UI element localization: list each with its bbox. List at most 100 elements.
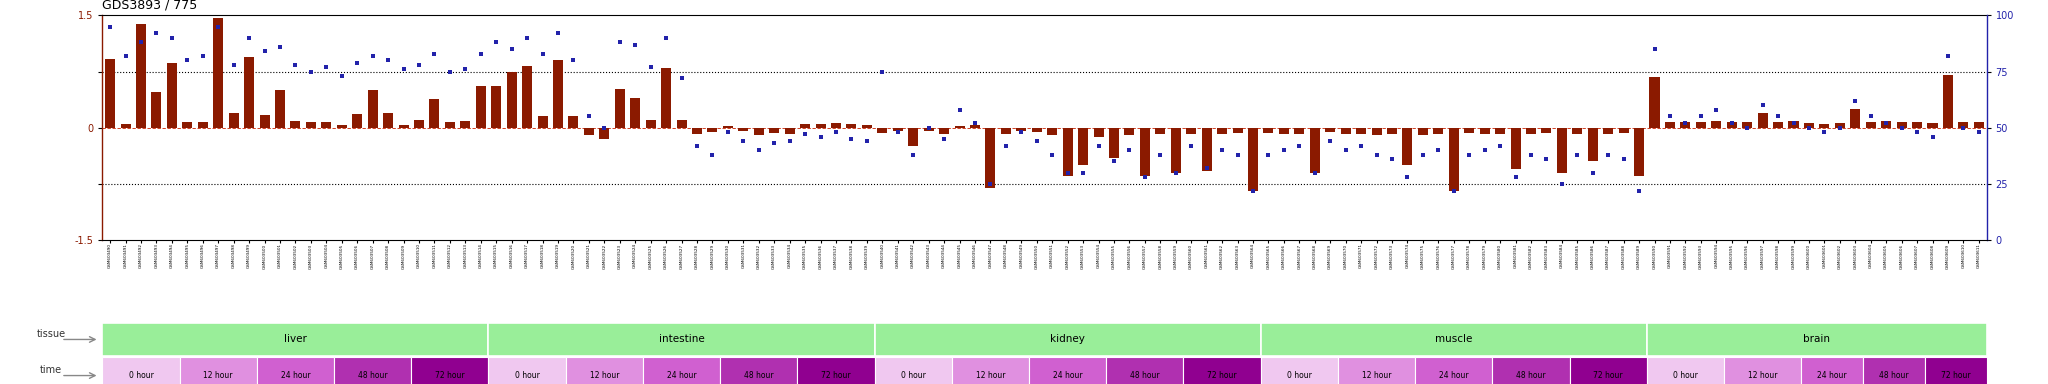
Bar — [676, 120, 686, 127]
Point — [1128, 174, 1161, 180]
Bar — [643, 357, 721, 384]
Bar — [645, 120, 655, 127]
Text: liver: liver — [285, 334, 307, 344]
Point — [1468, 147, 1501, 153]
Bar — [737, 127, 748, 131]
Bar — [600, 127, 610, 139]
Text: 72 hour: 72 hour — [1593, 371, 1622, 380]
Point — [1098, 158, 1130, 164]
Point — [356, 53, 389, 59]
Point — [526, 50, 559, 56]
Bar — [874, 357, 952, 384]
Text: 24 hour: 24 hour — [281, 371, 309, 380]
Point — [279, 62, 311, 68]
Point — [373, 57, 406, 63]
Point — [635, 64, 668, 70]
Point — [1346, 142, 1378, 149]
Bar — [1171, 127, 1182, 173]
Bar — [522, 66, 532, 127]
Point — [510, 35, 543, 41]
Bar — [1311, 127, 1319, 173]
Bar — [971, 125, 981, 127]
Point — [805, 134, 838, 140]
Bar — [1124, 127, 1135, 135]
Point — [1917, 134, 1950, 140]
Bar — [924, 127, 934, 131]
Point — [1452, 152, 1485, 158]
Bar — [383, 113, 393, 127]
Point — [1622, 187, 1655, 194]
Bar — [1743, 122, 1753, 127]
Bar — [815, 124, 825, 127]
Bar — [1434, 127, 1444, 134]
Point — [170, 57, 203, 63]
Point — [1839, 98, 1872, 104]
Bar — [1896, 122, 1907, 127]
Bar — [461, 121, 471, 127]
Point — [680, 142, 713, 149]
Point — [418, 50, 451, 56]
Bar — [1294, 127, 1305, 134]
Text: 24 hour: 24 hour — [1817, 371, 1847, 380]
Point — [1438, 187, 1470, 194]
Point — [975, 181, 1008, 187]
Bar — [1493, 357, 1569, 384]
Text: 72 hour: 72 hour — [1206, 371, 1237, 380]
Point — [1823, 124, 1855, 131]
Bar — [199, 122, 207, 127]
Text: 0 hour: 0 hour — [129, 371, 154, 380]
Point — [1761, 113, 1794, 119]
Point — [203, 23, 236, 30]
Point — [758, 140, 791, 146]
Bar — [489, 357, 565, 384]
Point — [881, 129, 913, 135]
Bar — [801, 124, 811, 127]
Point — [1360, 152, 1393, 158]
Point — [1931, 53, 1964, 59]
Point — [741, 147, 774, 153]
Point — [1870, 120, 1903, 126]
Bar — [1618, 127, 1628, 133]
Bar — [256, 357, 334, 384]
Point — [340, 60, 373, 66]
Bar — [952, 357, 1028, 384]
Bar — [1974, 122, 1985, 127]
Bar — [954, 126, 965, 127]
Point — [727, 138, 760, 144]
Point — [850, 138, 883, 144]
Bar — [180, 357, 256, 384]
Bar — [784, 127, 795, 134]
Point — [1608, 156, 1640, 162]
Bar — [1325, 127, 1335, 132]
Point — [866, 68, 899, 74]
Point — [1716, 120, 1749, 126]
Text: 0 hour: 0 hour — [901, 371, 926, 380]
Point — [1237, 187, 1270, 194]
Point — [1221, 152, 1253, 158]
Bar — [1386, 127, 1397, 134]
Bar — [1882, 121, 1890, 127]
Point — [1886, 124, 1919, 131]
Point — [465, 50, 498, 56]
Bar — [569, 116, 578, 127]
Point — [186, 53, 219, 59]
Point — [1315, 138, 1348, 144]
Bar — [1679, 122, 1690, 127]
Text: GDS3893 / 775: GDS3893 / 775 — [102, 0, 199, 12]
Bar — [1587, 127, 1597, 161]
Bar — [1866, 122, 1876, 127]
Bar — [1958, 122, 1968, 127]
Point — [156, 35, 188, 41]
Bar — [1726, 122, 1737, 127]
Bar — [1864, 357, 1925, 384]
Bar — [1647, 323, 1987, 356]
Bar — [831, 123, 842, 127]
Point — [1591, 152, 1624, 158]
Bar — [152, 93, 162, 127]
Text: 48 hour: 48 hour — [743, 371, 774, 380]
Bar — [1448, 127, 1458, 191]
Text: 12 hour: 12 hour — [1747, 371, 1778, 380]
Bar — [1262, 357, 1337, 384]
Text: 0 hour: 0 hour — [1286, 371, 1311, 380]
Point — [1853, 113, 1886, 119]
